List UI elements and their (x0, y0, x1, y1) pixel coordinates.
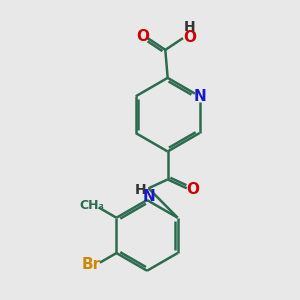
Text: N: N (142, 189, 155, 204)
Text: H: H (134, 183, 146, 197)
Text: CH₃: CH₃ (80, 200, 105, 212)
Text: O: O (186, 182, 199, 197)
Text: N: N (193, 89, 206, 104)
Text: O: O (136, 29, 149, 44)
Text: H: H (184, 20, 195, 34)
Text: Br: Br (82, 256, 100, 272)
Text: O: O (183, 30, 196, 45)
